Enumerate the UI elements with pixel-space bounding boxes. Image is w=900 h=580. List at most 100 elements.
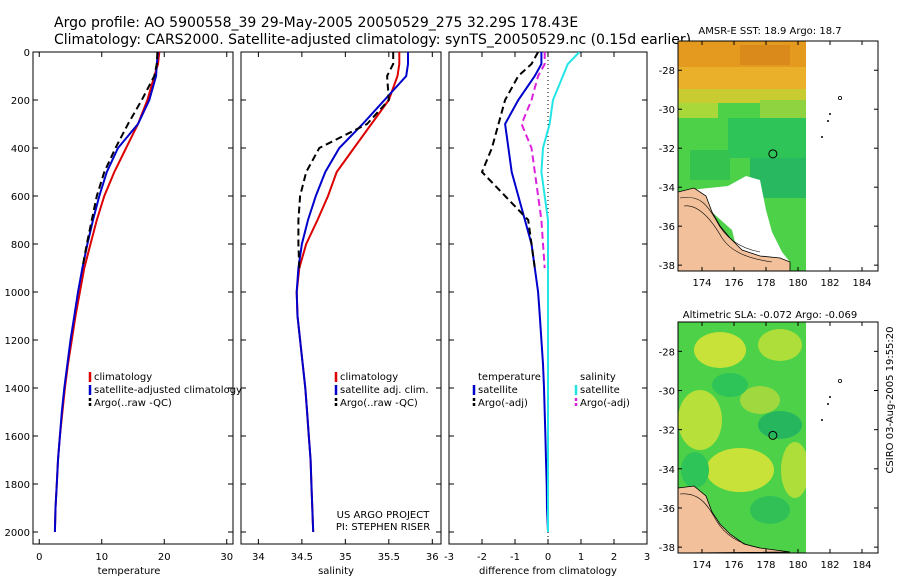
y-tick-label: 0 — [24, 48, 30, 59]
x-tick-label: 0 — [545, 552, 551, 563]
y-tick-label: 800 — [11, 240, 30, 251]
x-tick-label: 35.5 — [378, 552, 400, 563]
x-tick-label: 34 — [252, 552, 265, 563]
legend-label: climatology — [340, 372, 398, 383]
project-label: US ARGO PROJECT — [337, 510, 431, 521]
y-tick-label: 600 — [11, 192, 30, 203]
y-tick-label: 1600 — [5, 432, 30, 443]
sla-map-panel: Altimetric SLA: -0.072 Argo: -0.069 174 1… — [659, 310, 879, 571]
depth-axis: 0 200 400 600 800 1000 1200 1400 1600 1800 2000 — [5, 48, 233, 539]
map-x-tick-label: 176 — [724, 560, 743, 571]
map-x-tick-label: 176 — [724, 278, 743, 289]
series-line — [540, 52, 581, 532]
sst-map-frame — [677, 40, 879, 272]
difference-x-axis: -3 -2 -1 0 1 2 3 — [444, 51, 650, 563]
x-tick-label: 0 — [36, 552, 42, 563]
series-line — [520, 52, 546, 269]
sla-map-title: Altimetric SLA: -0.072 Argo: -0.069 — [683, 310, 858, 321]
temperature-legend: climatology satellite-adjusted climatolog… — [88, 372, 242, 409]
map-x-tick-label: 180 — [788, 560, 807, 571]
legend-label: satellite-adjusted climatology — [94, 385, 242, 396]
temperature-axes-frame — [32, 51, 234, 545]
map-y-tick-label: -32 — [659, 426, 675, 437]
pi-label: PI: STEPHEN RISER — [336, 522, 430, 533]
temperature-series — [53, 52, 161, 533]
map-x-tick-label: 180 — [788, 278, 807, 289]
map-y-tick-label: -30 — [659, 105, 675, 116]
y-tick-label: 1400 — [5, 384, 30, 395]
map-x-tick-label: 174 — [692, 560, 711, 571]
y-tick-label: 400 — [11, 144, 30, 155]
y-tick-label: 2000 — [5, 528, 30, 539]
series-line — [53, 52, 159, 533]
map-x-tick-label: 184 — [852, 560, 871, 571]
series-line — [297, 52, 395, 269]
legend-label: satellite adj. clim. — [340, 385, 429, 396]
legend-label: Argo(..raw -QC) — [94, 398, 172, 409]
map-y-tick-label: -38 — [659, 543, 675, 554]
x-tick-label: 34.5 — [291, 552, 313, 563]
map-x-tick-label: 178 — [756, 278, 775, 289]
sla-map-frame — [677, 321, 879, 554]
legend-heading: temperature — [478, 372, 541, 383]
temperature-x-label: temperature — [98, 566, 161, 577]
map-y-tick-label: -28 — [659, 66, 675, 77]
map-y-tick-label: -36 — [659, 504, 675, 515]
x-tick-label: 2 — [611, 552, 617, 563]
y-tick-label: 1000 — [5, 288, 30, 299]
header-line-2: Climatology: CARS2000. Satellite-adjuste… — [54, 32, 691, 48]
x-tick-label: -3 — [444, 552, 454, 563]
x-tick-label: -2 — [477, 552, 487, 563]
map-x-tick-label: 174 — [692, 278, 711, 289]
legend-label: Argo(-adj) — [580, 398, 630, 409]
difference-x-label: difference from climatology — [479, 566, 617, 577]
map-y-tick-label: -34 — [659, 465, 675, 476]
legend-label: Argo(..raw -QC) — [340, 398, 418, 409]
legend-label: Argo(-adj) — [478, 398, 528, 409]
legend-label: satellite — [580, 385, 620, 396]
series-line — [480, 52, 539, 269]
side-timestamp: CSIRO 03-Aug-2005 19:55:20 — [885, 326, 896, 473]
x-tick-label: -1 — [510, 552, 520, 563]
salinity-panel: 34 34.5 35 35.5 36 climatology satellite adj.… — [240, 51, 442, 577]
sst-map-y-axis: -28 -30 -32 -34 -36 -38 — [659, 66, 878, 272]
difference-series — [480, 52, 581, 533]
legend-label: satellite — [478, 385, 518, 396]
salinity-x-axis: 34 34.5 35 35.5 36 — [241, 51, 441, 563]
legend-label: climatology — [94, 372, 152, 383]
argo-location-marker — [768, 430, 778, 440]
x-tick-label: 3 — [644, 552, 650, 563]
sla-map-x-axis: 174 176 178 180 182 184 — [692, 322, 872, 571]
map-y-tick-label: -32 — [659, 144, 675, 155]
sla-field — [678, 322, 806, 553]
map-x-tick-label: 184 — [852, 278, 871, 289]
sst-field — [678, 41, 806, 271]
y-tick-label: 1800 — [5, 480, 30, 491]
salinity-x-label: salinity — [318, 566, 354, 577]
y-tick-label: 1200 — [5, 336, 30, 347]
x-tick-label: 35 — [339, 552, 352, 563]
map-y-tick-label: -28 — [659, 347, 675, 358]
salinity-legend: climatology satellite adj. clim. Argo(..ra… — [334, 372, 429, 409]
salinity-series — [295, 52, 409, 533]
sst-map-x-axis: 174 176 178 180 182 184 — [692, 41, 872, 289]
series-line — [504, 52, 549, 533]
y-tick-label: 200 — [11, 96, 30, 107]
map-y-tick-label: -30 — [659, 387, 675, 398]
map-y-tick-label: -36 — [659, 222, 675, 233]
map-y-tick-label: -34 — [659, 183, 675, 194]
map-x-tick-label: 182 — [820, 278, 839, 289]
sla-map-islands — [821, 378, 843, 421]
temperature-panel: 0 200 400 600 800 1000 1200 1400 1600 1800 2000 0 1… — [5, 48, 242, 577]
series-line — [81, 52, 159, 269]
sst-map-islands — [821, 96, 843, 138]
x-tick-label: 20 — [158, 552, 171, 563]
x-tick-label: 1 — [578, 552, 584, 563]
x-tick-label: 10 — [95, 552, 108, 563]
legend-heading: salinity — [580, 372, 616, 383]
difference-panel: -3 -2 -1 0 1 2 3 temperature satellite Argo(-adj… — [444, 51, 650, 577]
difference-legend: temperature satellite Argo(-adj) salinity sa… — [472, 372, 630, 409]
map-x-tick-label: 178 — [756, 560, 775, 571]
temperature-x-axis: 0 10 20 30 — [36, 52, 233, 563]
